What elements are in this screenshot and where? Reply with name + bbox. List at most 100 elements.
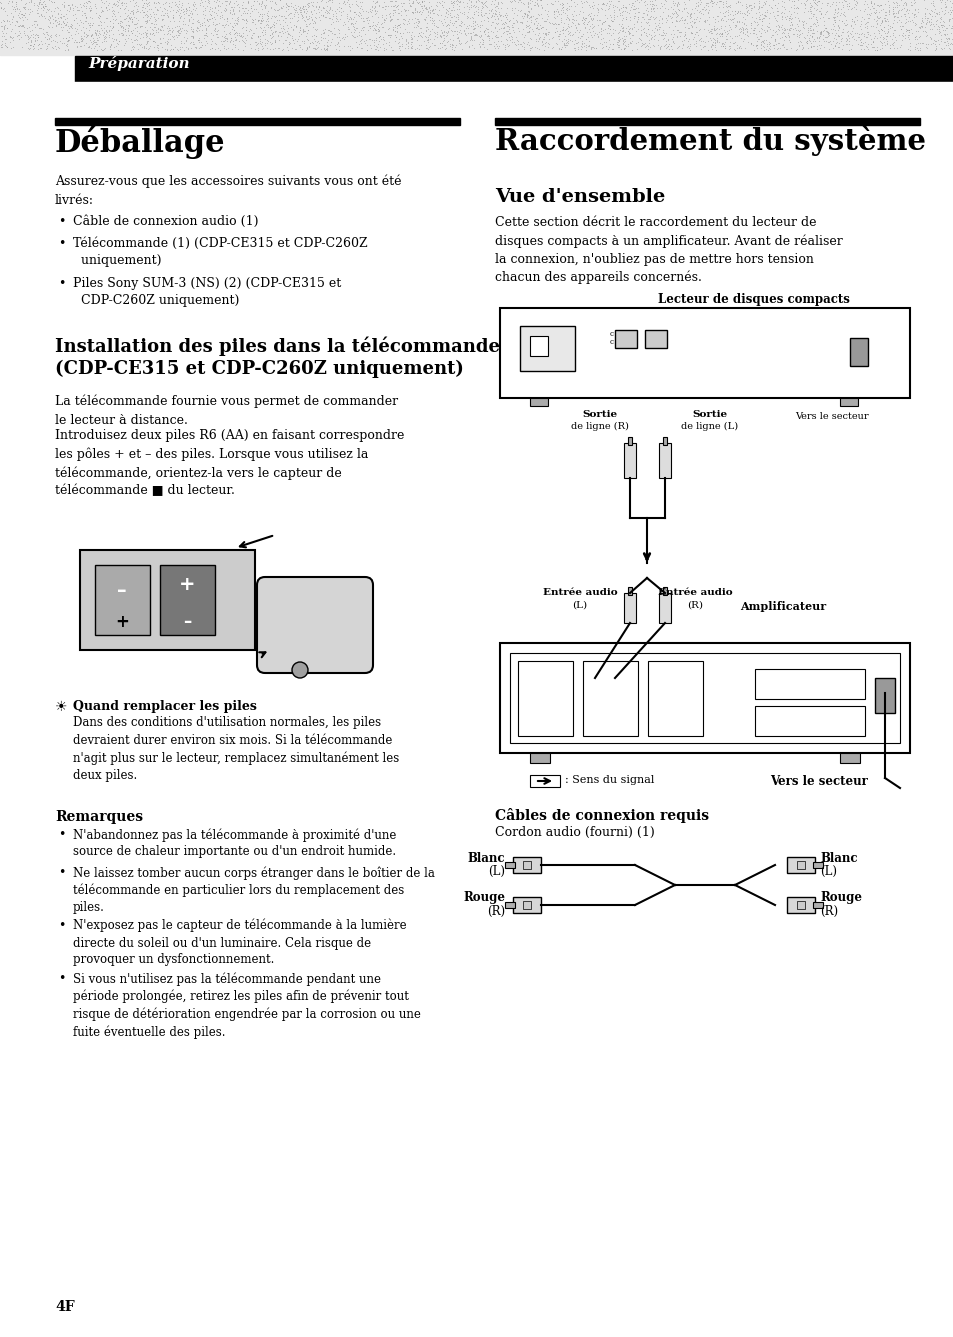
- Point: [473, 0, 488, 12]
- Point: [134, 36, 150, 57]
- Point: [507, 0, 522, 12]
- Point: [288, 16, 303, 37]
- Point: [901, 39, 916, 60]
- Point: [801, 0, 817, 21]
- Circle shape: [558, 697, 568, 706]
- Point: [8, 0, 23, 13]
- Point: [30, 25, 46, 47]
- Point: [4, 0, 19, 12]
- Point: [227, 36, 242, 57]
- Point: [144, 19, 159, 40]
- Point: [56, 12, 71, 33]
- Point: [45, 29, 60, 51]
- Text: de ligne (L): de ligne (L): [680, 422, 738, 431]
- Circle shape: [655, 674, 664, 685]
- Point: [199, 32, 214, 53]
- Point: [857, 13, 872, 35]
- Point: [344, 37, 359, 59]
- Point: [749, 13, 764, 35]
- Point: [201, 15, 216, 36]
- Point: [647, 17, 662, 39]
- Point: [55, 5, 71, 27]
- Point: [436, 24, 451, 45]
- Point: [428, 0, 443, 16]
- Point: [483, 0, 498, 15]
- Point: [139, 31, 154, 52]
- Point: [125, 0, 140, 21]
- Point: [736, 28, 751, 49]
- Point: [226, 0, 241, 21]
- Bar: [662, 587, 666, 595]
- Point: [408, 0, 423, 11]
- Point: [293, 0, 308, 20]
- Point: [405, 0, 420, 13]
- Point: [395, 0, 410, 13]
- Point: [534, 0, 549, 17]
- Point: [493, 0, 508, 19]
- Point: [715, 35, 730, 56]
- Point: [704, 33, 720, 55]
- Point: [518, 5, 534, 27]
- Point: [459, 7, 475, 28]
- Point: [237, 32, 253, 53]
- Point: [78, 0, 93, 16]
- Point: [766, 0, 781, 15]
- Point: [806, 0, 821, 19]
- Point: [595, 0, 610, 15]
- Point: [624, 0, 639, 13]
- Point: [936, 3, 951, 24]
- Point: [70, 32, 85, 53]
- Point: [315, 21, 331, 43]
- Point: [10, 15, 26, 36]
- Point: [225, 39, 240, 60]
- Point: [801, 31, 817, 52]
- Point: [172, 24, 187, 45]
- Point: [590, 1, 605, 23]
- Point: [222, 13, 237, 35]
- Point: [10, 11, 25, 32]
- Point: [0, 0, 10, 19]
- Point: [620, 24, 636, 45]
- Point: [186, 0, 201, 19]
- Point: [757, 0, 772, 15]
- Point: [813, 35, 828, 56]
- Point: [347, 27, 362, 48]
- Point: [788, 19, 803, 40]
- Point: [76, 3, 91, 24]
- Point: [221, 0, 236, 13]
- Point: [254, 11, 270, 32]
- Point: [67, 32, 82, 53]
- Point: [52, 7, 68, 28]
- Point: [31, 33, 47, 55]
- Point: [767, 29, 782, 51]
- Point: [458, 31, 474, 52]
- Point: [372, 19, 387, 40]
- Point: [392, 13, 407, 35]
- Point: [480, 24, 496, 45]
- Point: [461, 8, 476, 29]
- Point: [727, 16, 742, 37]
- Point: [681, 3, 697, 24]
- Point: [343, 13, 358, 35]
- Point: [588, 37, 603, 59]
- Point: [618, 0, 633, 19]
- Point: [254, 32, 270, 53]
- Text: Rouge: Rouge: [820, 892, 862, 905]
- Point: [596, 31, 611, 52]
- Point: [190, 20, 205, 41]
- Point: [125, 23, 140, 44]
- Point: [803, 25, 819, 47]
- Point: [132, 33, 148, 55]
- Point: [194, 35, 210, 56]
- Point: [0, 31, 10, 52]
- Point: [194, 0, 210, 13]
- Point: [182, 0, 197, 19]
- Point: [868, 9, 883, 31]
- Point: [813, 3, 828, 24]
- Point: [834, 3, 849, 24]
- Point: [17, 7, 32, 28]
- Point: [421, 0, 436, 12]
- Point: [190, 11, 205, 32]
- Point: [226, 0, 241, 20]
- Point: [70, 0, 85, 21]
